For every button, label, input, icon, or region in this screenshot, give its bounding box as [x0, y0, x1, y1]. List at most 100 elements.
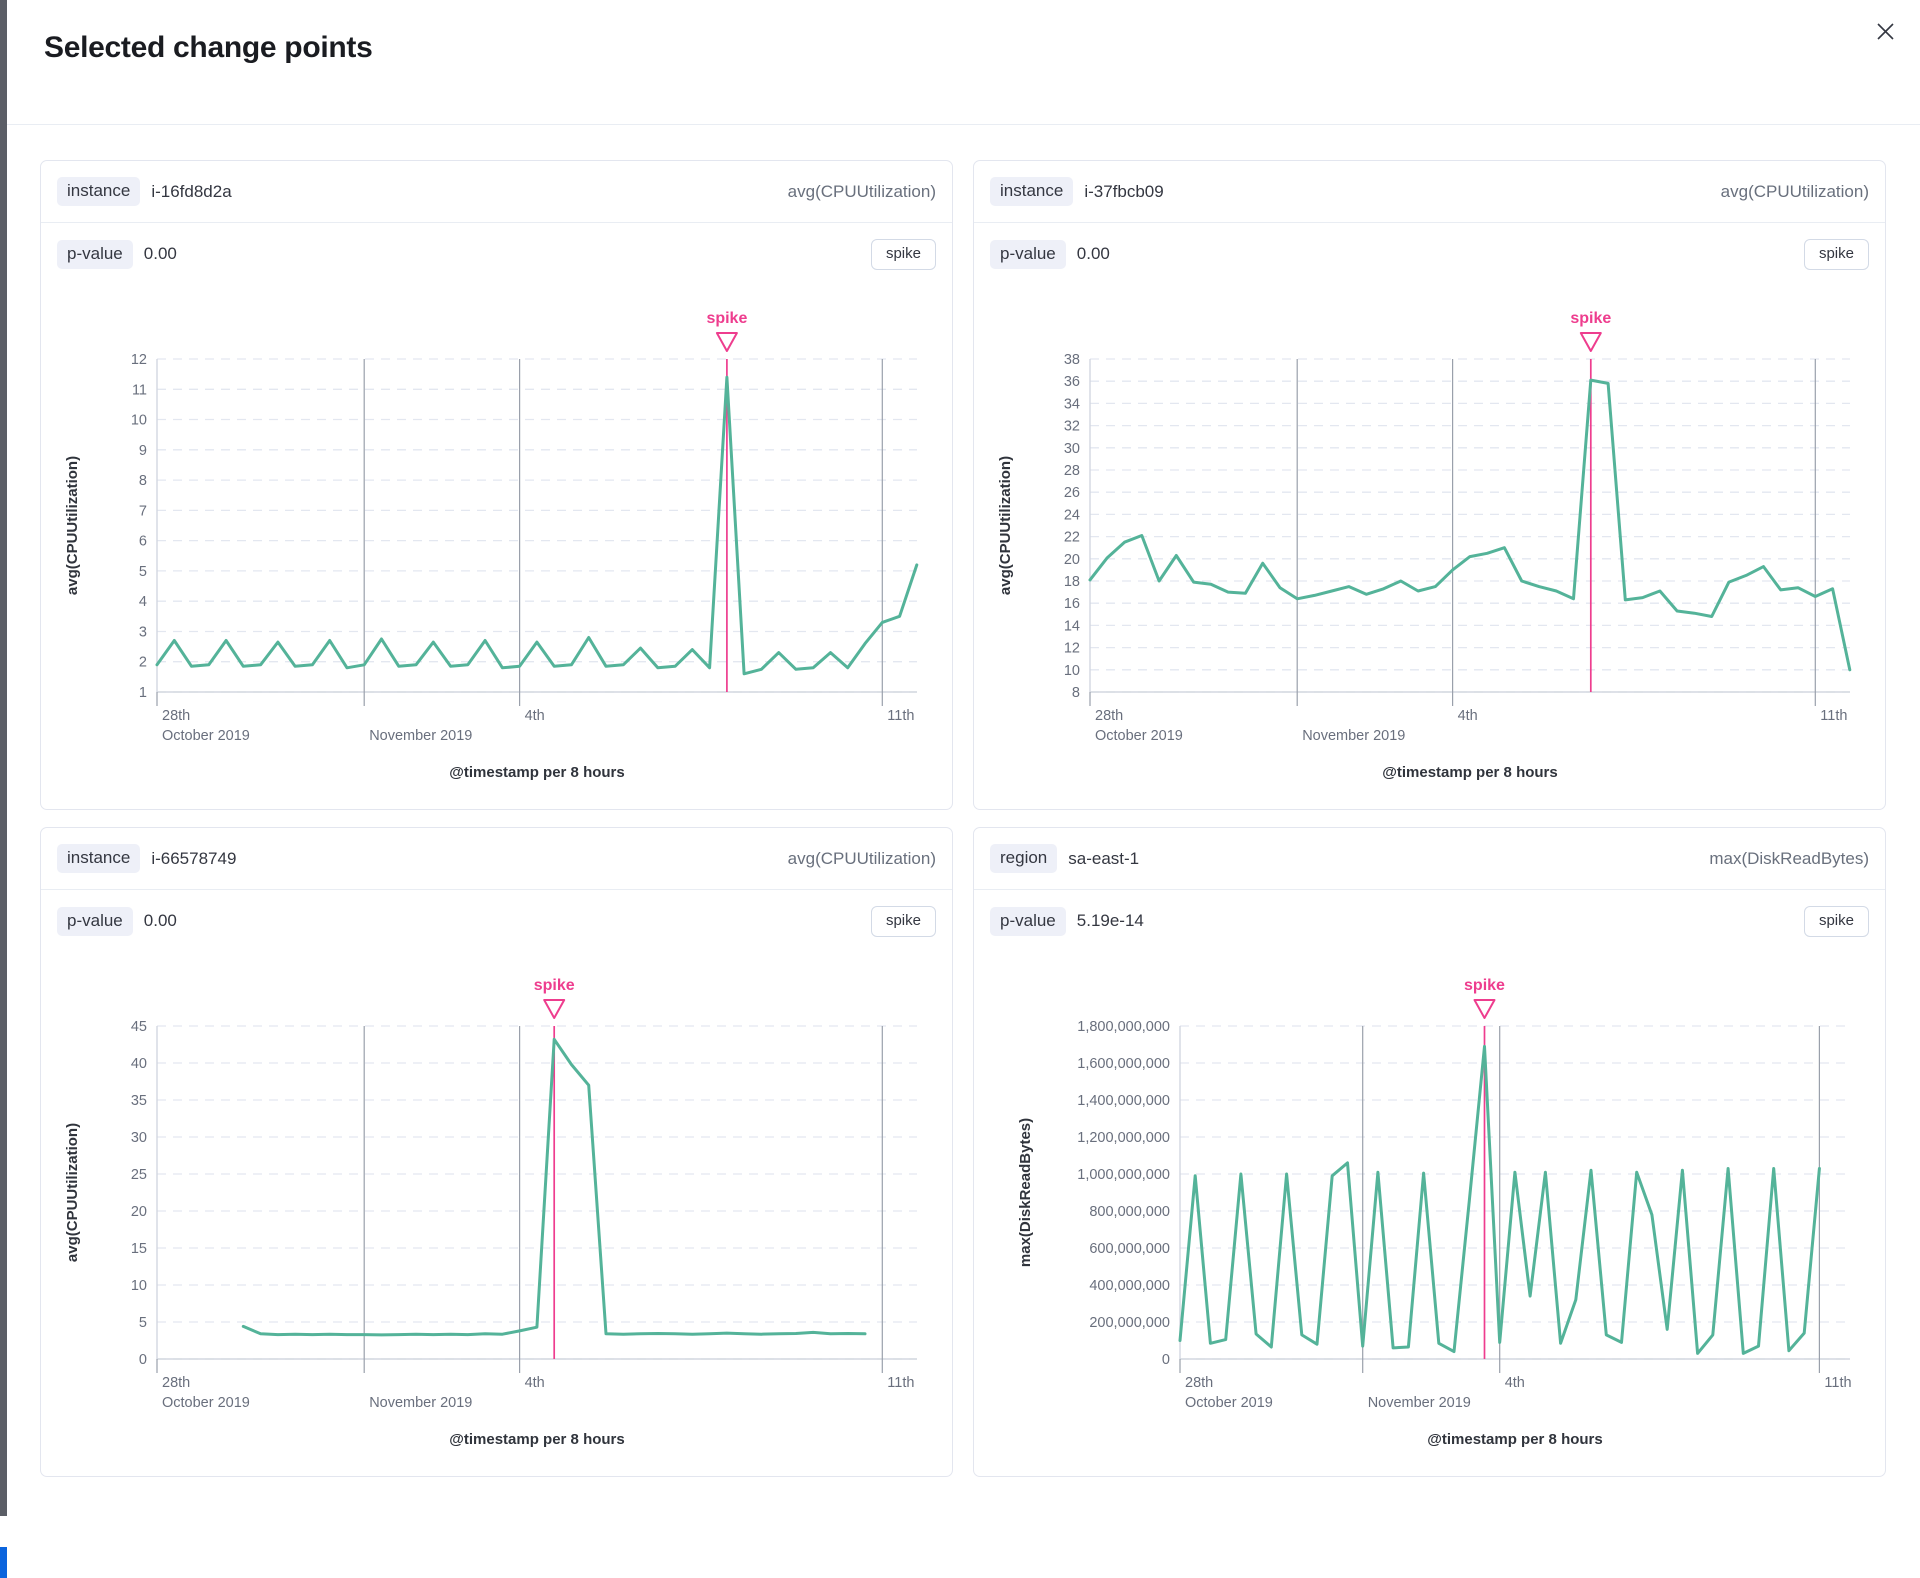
svg-text:32: 32 [1064, 419, 1080, 435]
svg-text:35: 35 [131, 1093, 147, 1109]
card-header-row: region sa-east-1 max(DiskReadBytes) [974, 828, 1885, 890]
svg-text:November 2019: November 2019 [1302, 728, 1405, 744]
card-pvalue-row: p-value 0.00 spike [41, 223, 952, 285]
pvalue-value: 5.19e-14 [1076, 911, 1144, 930]
change-point-chart[interactable]: 0 5 10 15 20 25 30 35 40 45 28th October 2019 Novemb… [41, 952, 952, 1459]
key-badge: instance [57, 177, 141, 206]
svg-text:14: 14 [1064, 618, 1080, 634]
background-page-edge [0, 0, 7, 1516]
svg-text:25: 25 [131, 1167, 147, 1183]
svg-text:24: 24 [1064, 507, 1080, 523]
key-badge: instance [990, 177, 1074, 206]
svg-text:22: 22 [1064, 530, 1080, 546]
svg-text:spike: spike [534, 977, 575, 994]
svg-text:40: 40 [131, 1056, 147, 1072]
pvalue-badge: p-value [990, 239, 1066, 269]
svg-text:11th: 11th [887, 1375, 914, 1391]
svg-text:1,400,000,000: 1,400,000,000 [1077, 1093, 1170, 1109]
card-pvalue-row: p-value 0.00 spike [974, 223, 1885, 285]
svg-text:2: 2 [139, 655, 147, 671]
svg-text:28th: 28th [1095, 708, 1123, 724]
svg-text:November 2019: November 2019 [369, 1395, 472, 1411]
svg-text:30: 30 [1064, 441, 1080, 457]
svg-text:@timestamp per 8 hours: @timestamp per 8 hours [1427, 1431, 1603, 1448]
svg-text:8: 8 [1072, 685, 1080, 701]
svg-text:0: 0 [1162, 1352, 1170, 1368]
spike-type-button[interactable]: spike [1803, 905, 1869, 937]
svg-text:20: 20 [131, 1204, 147, 1220]
card-header-row: instance i-66578749 avg(CPUUtilization) [41, 828, 952, 890]
key-group: instance i-16fd8d2a [57, 177, 232, 206]
svg-text:avg(CPUUtilization): avg(CPUUtilization) [64, 456, 81, 595]
svg-text:28: 28 [1064, 463, 1080, 479]
svg-text:3: 3 [139, 625, 147, 641]
svg-text:10: 10 [131, 1278, 147, 1294]
pvalue-badge: p-value [57, 906, 133, 936]
key-value: i-16fd8d2a [151, 181, 232, 201]
close-button[interactable] [1866, 14, 1904, 52]
svg-text:15: 15 [131, 1241, 147, 1257]
svg-text:36: 36 [1064, 374, 1080, 390]
spike-type-button[interactable]: spike [870, 238, 936, 270]
svg-text:45: 45 [131, 1019, 147, 1035]
card-pvalue-row: p-value 0.00 spike [41, 890, 952, 952]
svg-text:9: 9 [139, 443, 147, 459]
svg-text:October 2019: October 2019 [1095, 728, 1183, 744]
svg-text:200,000,000: 200,000,000 [1089, 1315, 1170, 1331]
change-point-chart[interactable]: 0 200,000,000 400,000,000 600,000,000 800,00… [974, 952, 1885, 1459]
svg-text:6: 6 [139, 534, 147, 550]
svg-text:4: 4 [139, 594, 147, 610]
metric-label: avg(CPUUtilization) [787, 848, 936, 868]
key-group: instance i-66578749 [57, 844, 236, 873]
change-point-grid: instance i-16fd8d2a avg(CPUUtilization) … [40, 160, 1920, 1477]
svg-text:@timestamp per 8 hours: @timestamp per 8 hours [1382, 764, 1558, 781]
card-header-row: instance i-37fbcb09 avg(CPUUtilization) [974, 161, 1885, 223]
pvalue-badge: p-value [990, 906, 1066, 936]
metric-label: avg(CPUUtilization) [1720, 181, 1869, 201]
key-group: region sa-east-1 [990, 844, 1139, 873]
svg-text:4th: 4th [525, 708, 545, 724]
svg-text:1,600,000,000: 1,600,000,000 [1077, 1056, 1170, 1072]
svg-text:28th: 28th [162, 708, 190, 724]
svg-text:16: 16 [1064, 596, 1080, 612]
svg-text:10: 10 [131, 413, 147, 429]
pvalue-group: p-value 0.00 [990, 239, 1110, 269]
change-point-card: region sa-east-1 max(DiskReadBytes) p-va… [973, 827, 1886, 1477]
svg-text:@timestamp per 8 hours: @timestamp per 8 hours [449, 1431, 625, 1448]
spike-type-button[interactable]: spike [870, 905, 936, 937]
svg-text:avg(CPUUtilization): avg(CPUUtilization) [997, 456, 1014, 595]
card-header-row: instance i-16fd8d2a avg(CPUUtilization) [41, 161, 952, 223]
change-point-card: instance i-16fd8d2a avg(CPUUtilization) … [40, 160, 953, 810]
svg-text:November 2019: November 2019 [369, 728, 472, 744]
key-group: instance i-37fbcb09 [990, 177, 1164, 206]
svg-text:28th: 28th [1185, 1375, 1213, 1391]
svg-text:600,000,000: 600,000,000 [1089, 1241, 1170, 1257]
svg-text:1: 1 [139, 685, 147, 701]
svg-text:October 2019: October 2019 [162, 1395, 250, 1411]
svg-text:7: 7 [139, 503, 147, 519]
svg-text:34: 34 [1064, 396, 1080, 412]
svg-text:0: 0 [139, 1352, 147, 1368]
change-point-chart[interactable]: 8 10 12 14 16 18 20 22 24 26 28 30 32 34 36 38 28th Octob… [974, 285, 1885, 792]
svg-text:5: 5 [139, 1315, 147, 1331]
change-point-chart[interactable]: 1 2 3 4 5 6 7 8 9 10 11 12 28th October 2019 November … [41, 285, 952, 792]
svg-text:800,000,000: 800,000,000 [1089, 1204, 1170, 1220]
svg-text:4th: 4th [1458, 708, 1478, 724]
svg-text:18: 18 [1064, 574, 1080, 590]
selected-change-points-modal: Selected change points instance i-16fd8d… [7, 0, 1920, 1578]
change-point-card: instance i-37fbcb09 avg(CPUUtilization) … [973, 160, 1886, 810]
card-pvalue-row: p-value 5.19e-14 spike [974, 890, 1885, 952]
metric-label: max(DiskReadBytes) [1709, 848, 1869, 868]
svg-text:20: 20 [1064, 552, 1080, 568]
pvalue-value: 0.00 [143, 911, 177, 930]
modal-title: Selected change points [44, 31, 373, 64]
svg-text:spike: spike [1570, 310, 1611, 327]
svg-text:11: 11 [132, 382, 147, 398]
pvalue-group: p-value 0.00 [57, 239, 177, 269]
svg-text:avg(CPUUtilization): avg(CPUUtilization) [64, 1123, 81, 1262]
spike-type-button[interactable]: spike [1803, 238, 1869, 270]
svg-text:11th: 11th [1820, 708, 1847, 724]
svg-text:1,000,000,000: 1,000,000,000 [1077, 1167, 1170, 1183]
key-value: sa-east-1 [1068, 848, 1140, 868]
svg-text:1,200,000,000: 1,200,000,000 [1077, 1130, 1170, 1146]
